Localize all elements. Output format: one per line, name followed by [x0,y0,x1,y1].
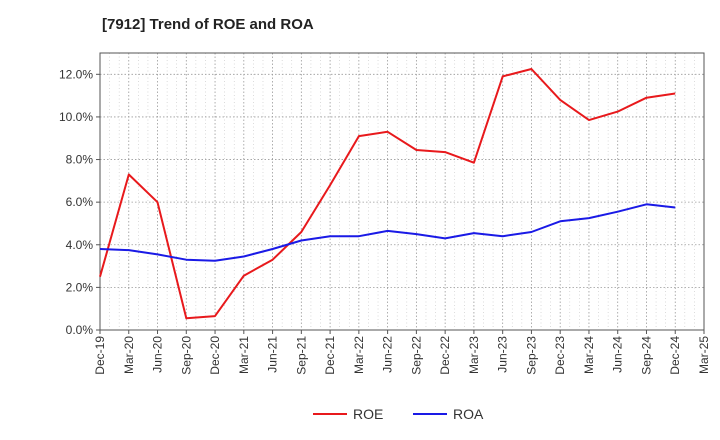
x-tick-label: Dec-22 [438,336,452,375]
legend-label-roe: ROE [353,406,383,422]
plot-area [100,53,704,330]
x-tick-label: Sep-24 [639,336,653,375]
x-tick-label: Sep-23 [524,336,538,375]
x-tick-label: Mar-23 [467,336,481,374]
x-tick-label: Jun-23 [496,336,510,373]
x-tick-label: Mar-21 [237,336,251,374]
x-tick-label: Mar-25 [697,336,711,374]
x-tick-label: Dec-23 [553,336,567,375]
y-tick-label: 0.0% [66,323,94,337]
x-tick-label: Jun-20 [151,336,165,373]
x-tick-label: Mar-22 [352,336,366,374]
x-tick-label: Jun-21 [266,336,280,373]
y-tick-label: 12.0% [59,67,93,81]
x-tick-label: Dec-21 [323,336,337,375]
x-tick-label: Dec-20 [208,336,222,375]
y-tick-label: 10.0% [59,110,93,124]
x-tick-label: Mar-24 [582,336,596,374]
y-tick-label: 8.0% [66,153,94,167]
plot-border [99,52,705,331]
x-tick-label: Mar-20 [122,336,136,374]
y-tick-label: 4.0% [66,238,94,252]
x-tick-label: Dec-19 [93,336,107,375]
x-tick-label: Sep-20 [179,336,193,375]
series-line-roa [99,203,676,262]
x-tick-label: Sep-21 [294,336,308,375]
legend-label-roa: ROA [453,406,484,422]
x-tick-label: Jun-24 [611,336,625,373]
x-tick-label: Jun-22 [381,336,395,373]
chart-title: [7912] Trend of ROE and ROA [102,16,314,33]
y-tick-label: 6.0% [66,195,94,209]
x-tick-label: Dec-24 [668,336,682,375]
x-tick-label: Sep-22 [409,336,423,375]
series-line-roe [99,68,676,320]
y-tick-label: 2.0% [66,280,94,294]
